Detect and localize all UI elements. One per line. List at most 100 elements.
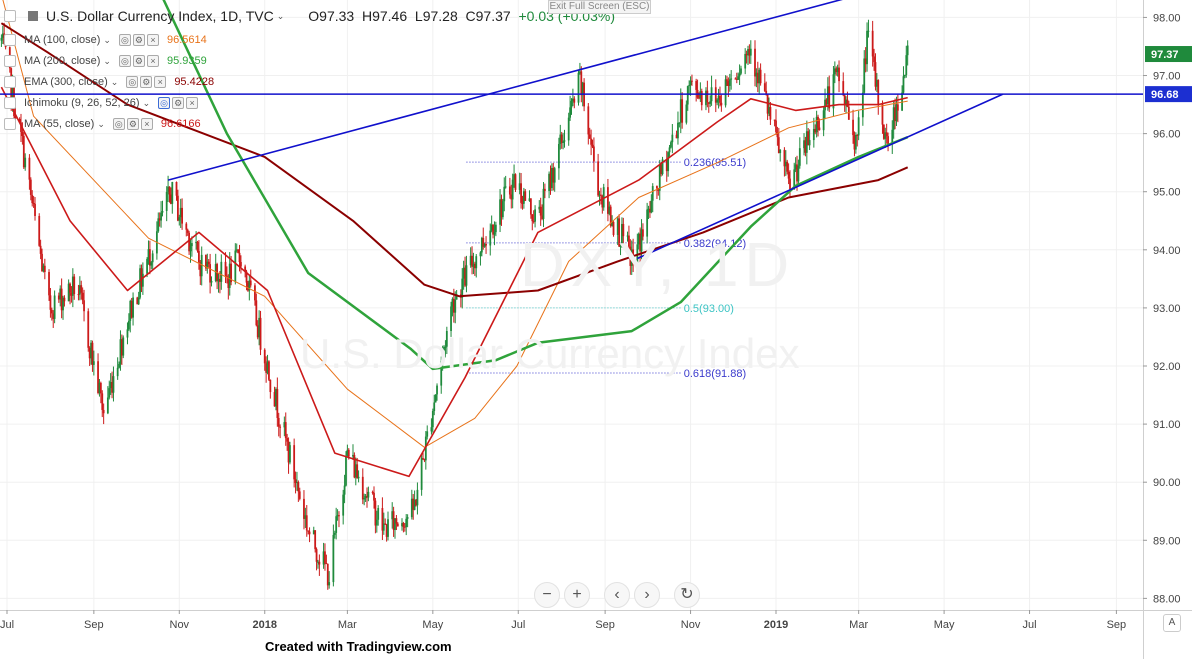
candle-body bbox=[443, 346, 445, 351]
candle-body bbox=[902, 76, 905, 93]
zoom-in-button[interactable]: + bbox=[564, 582, 590, 608]
chevron-down-icon[interactable]: ⌄ bbox=[276, 10, 285, 21]
candle-body bbox=[882, 124, 885, 139]
chevron-down-icon[interactable]: ⌄ bbox=[110, 76, 119, 87]
indicator-toggle-button[interactable] bbox=[4, 34, 16, 46]
candle-body bbox=[464, 267, 466, 286]
candle-body bbox=[642, 229, 644, 237]
candle-body bbox=[529, 198, 532, 215]
candle-body bbox=[353, 454, 356, 478]
collapse-legend-button[interactable] bbox=[4, 10, 16, 22]
eye-icon[interactable]: ◎ bbox=[112, 118, 125, 130]
indicator-toggle-button[interactable] bbox=[4, 55, 16, 67]
candle-body bbox=[298, 491, 301, 499]
chevron-down-icon[interactable]: ⌄ bbox=[97, 118, 105, 129]
symbol-title[interactable]: U.S. Dollar Currency Index, 1D, TVC bbox=[46, 8, 274, 24]
candle-body bbox=[559, 134, 562, 144]
indicator-name: Ichimoku (9, 26, 52, 26) bbox=[24, 97, 140, 109]
candle-body bbox=[562, 141, 564, 143]
candle-body bbox=[520, 183, 522, 203]
indicator-toggle-button[interactable] bbox=[4, 97, 16, 109]
candle-body bbox=[384, 523, 387, 525]
scroll-back-button[interactable]: ‹ bbox=[604, 582, 630, 608]
candle-body bbox=[275, 389, 277, 407]
candle-body bbox=[412, 498, 415, 510]
settings-icon[interactable]: ⚙ bbox=[132, 34, 145, 46]
candle-body bbox=[450, 306, 452, 332]
candle-body bbox=[775, 120, 777, 132]
candle-body bbox=[670, 142, 672, 148]
auto-scale-button[interactable]: A bbox=[1163, 614, 1181, 632]
close-icon[interactable]: × bbox=[146, 55, 159, 67]
eye-icon[interactable]: ◎ bbox=[118, 55, 131, 67]
candle-body bbox=[43, 265, 46, 273]
close-icon[interactable]: × bbox=[186, 97, 199, 109]
candle-body bbox=[336, 515, 339, 517]
candle-body bbox=[167, 186, 169, 192]
candle-body bbox=[895, 104, 898, 122]
open-value: O97.33 bbox=[308, 8, 355, 24]
candle-body bbox=[62, 297, 64, 311]
candle-body bbox=[22, 136, 25, 168]
exit-fullscreen-button[interactable]: Exit Full Screen (ESC) bbox=[548, 0, 651, 14]
settings-icon[interactable]: ⚙ bbox=[132, 55, 145, 67]
indicator-toggle-button[interactable] bbox=[4, 118, 16, 130]
indicator-row[interactable]: MA (200, close) ⌄ ◎ ⚙ × 95.9359 bbox=[4, 52, 207, 70]
candle-body bbox=[240, 262, 242, 267]
candle-body bbox=[57, 295, 60, 300]
candle-body bbox=[392, 511, 395, 530]
zoom-out-button[interactable]: − bbox=[534, 582, 560, 608]
chevron-down-icon[interactable]: ⌄ bbox=[103, 55, 111, 66]
close-icon[interactable]: × bbox=[154, 76, 167, 88]
indicator-toggle-button[interactable] bbox=[4, 76, 16, 88]
candle-body bbox=[688, 85, 691, 87]
reset-chart-button[interactable]: ↻ bbox=[674, 582, 700, 608]
eye-icon[interactable]: ◎ bbox=[118, 34, 131, 46]
x-tick-label: Jul bbox=[0, 619, 14, 631]
candle-body bbox=[445, 331, 448, 347]
indicator-row[interactable]: EMA (300, close) ⌄ ◎ ⚙ × 95.4228 bbox=[4, 73, 214, 91]
candle-body bbox=[452, 298, 455, 313]
candle-body bbox=[338, 515, 340, 517]
candle-body bbox=[32, 203, 35, 205]
indicator-value: 96.6166 bbox=[160, 118, 201, 130]
candle-body bbox=[318, 561, 321, 565]
candle-body bbox=[161, 210, 164, 213]
candle-body bbox=[304, 515, 307, 519]
scroll-forward-button[interactable]: › bbox=[634, 582, 660, 608]
candle-body bbox=[130, 300, 133, 318]
candle-body bbox=[394, 518, 396, 530]
candle-body bbox=[612, 221, 615, 235]
candle-body bbox=[797, 165, 800, 182]
close-icon[interactable]: × bbox=[140, 118, 153, 130]
candle-body bbox=[601, 195, 604, 208]
chevron-down-icon[interactable]: ⌄ bbox=[142, 97, 151, 108]
eye-icon[interactable]: ◎ bbox=[158, 97, 171, 109]
candle-body bbox=[254, 285, 256, 301]
eye-icon[interactable]: ◎ bbox=[126, 76, 139, 88]
candle-body bbox=[256, 325, 259, 338]
candle-body bbox=[826, 86, 829, 105]
ma55-line bbox=[0, 86, 908, 478]
candle-body bbox=[524, 191, 527, 201]
y-tick-label: 92.00 bbox=[1153, 361, 1181, 373]
candle-body bbox=[786, 161, 789, 172]
chart-grid bbox=[0, 0, 1143, 610]
trendline bbox=[167, 0, 843, 181]
candle-body bbox=[168, 186, 171, 195]
indicator-row[interactable]: MA (55, close) ⌄ ◎ ⚙ × 96.6166 bbox=[4, 115, 201, 133]
indicator-row[interactable]: Ichimoku (9, 26, 52, 26) ⌄ ◎ ⚙ × bbox=[4, 94, 206, 112]
x-tick-label: May bbox=[422, 619, 443, 631]
candle-body bbox=[273, 392, 276, 407]
settings-icon[interactable]: ⚙ bbox=[126, 118, 139, 130]
candle-body bbox=[276, 389, 279, 418]
close-icon[interactable]: × bbox=[146, 34, 159, 46]
candle-body bbox=[207, 261, 210, 265]
chevron-down-icon[interactable]: ⌄ bbox=[103, 34, 111, 45]
settings-icon[interactable]: ⚙ bbox=[140, 76, 153, 88]
candle-body bbox=[835, 68, 838, 73]
settings-icon[interactable]: ⚙ bbox=[172, 97, 185, 109]
candle-body bbox=[377, 508, 380, 520]
indicator-row[interactable]: MA (100, close) ⌄ ◎ ⚙ × 96.5614 bbox=[4, 31, 207, 49]
x-tick-label: Jul bbox=[1023, 619, 1037, 631]
